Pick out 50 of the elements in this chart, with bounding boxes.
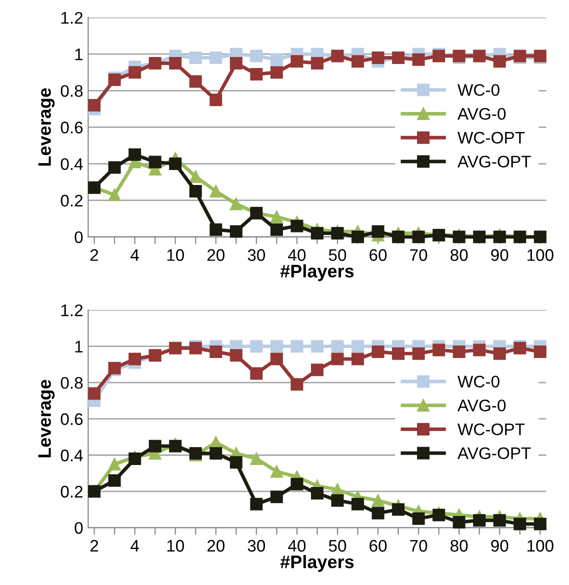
y-tick-label: 0.4 [60,450,83,462]
y-tick-label: 0.2 [60,194,82,207]
legend-label: AVG-OPT [457,447,531,460]
x-tick-label: 30 [248,249,266,261]
y-tick-label: 0 [74,522,83,534]
y-tick-label: 1 [75,340,83,352]
x-tick-label: 50 [328,249,346,261]
x-tick-label: 2 [90,540,98,552]
x-tick-label: 80 [450,540,468,552]
y-tick-label: 0.8 [60,85,83,97]
legend-label: WC-OPT [458,132,525,144]
x-tick-label: 100 [528,249,554,261]
x-tick-label: 60 [370,540,387,552]
x-tick-label: 2 [90,249,98,261]
y-tick-label: 0.4 [60,158,83,170]
x-tick-label: 50 [328,540,346,552]
x-axis-title: #Players [280,555,354,572]
x-tick-label: 100 [528,540,554,552]
y-axis-title: Leverage [38,88,55,166]
y-tick-label: 0.6 [60,413,83,426]
x-tick-label: 4 [130,249,139,261]
x-tick-label: 10 [167,249,184,261]
y-axis-title: Leverage [38,380,55,458]
legend-label: AVG-0 [457,400,506,412]
legend-label: WC-0 [458,84,500,96]
legend-label: WC-OPT [458,423,525,436]
x-tick-label: 40 [288,540,306,552]
legend-label: WC-0 [458,376,500,388]
x-tick-label: 60 [370,249,387,261]
x-tick-label: 10 [167,540,184,552]
x-tick-label: 90 [491,540,508,552]
x-tick-label: 20 [207,540,224,552]
x-tick-label: 30 [248,540,266,552]
x-tick-label: 40 [288,249,306,261]
x-tick-label: 80 [450,249,468,261]
y-tick-label: 0.2 [60,486,82,498]
y-tick-label: 0.8 [60,376,83,389]
legend-label: AVG-0 [457,108,506,120]
legend-label: AVG-OPT [457,156,531,168]
x-axis-title: #Players [280,264,354,282]
y-tick-label: 0.6 [60,122,83,134]
x-tick-label: 4 [130,540,139,552]
y-tick-label: 0 [74,231,83,244]
y-tick-label: 1 [75,48,83,60]
x-tick-label: 20 [207,249,224,261]
x-tick-label: 70 [410,540,428,552]
y-tick-label: 1.2 [61,304,82,316]
x-tick-label: 70 [410,249,428,261]
x-tick-label: 90 [491,249,508,261]
y-tick-label: 1.2 [61,12,82,24]
